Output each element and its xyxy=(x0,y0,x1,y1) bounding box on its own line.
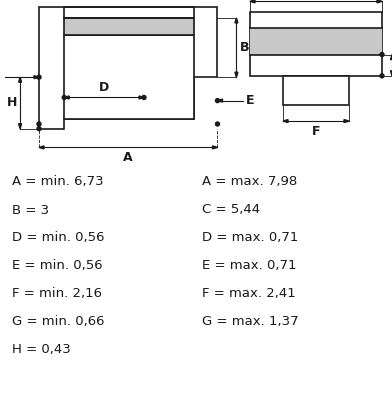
Polygon shape xyxy=(235,72,238,77)
Text: F: F xyxy=(312,125,320,138)
Polygon shape xyxy=(250,0,255,3)
Polygon shape xyxy=(18,77,22,82)
Text: A: A xyxy=(123,151,133,164)
Circle shape xyxy=(37,122,41,126)
Polygon shape xyxy=(39,7,218,129)
Text: H = 0,43: H = 0,43 xyxy=(12,344,71,356)
Text: E = min. 0,56: E = min. 0,56 xyxy=(12,260,103,272)
Text: B: B xyxy=(240,41,249,54)
Circle shape xyxy=(380,74,384,78)
Bar xyxy=(250,28,382,54)
Circle shape xyxy=(142,96,146,100)
Text: H: H xyxy=(7,96,17,110)
Polygon shape xyxy=(390,71,392,76)
Bar xyxy=(283,76,349,105)
Polygon shape xyxy=(212,146,218,149)
Text: F = min. 2,16: F = min. 2,16 xyxy=(12,288,102,300)
Polygon shape xyxy=(283,120,288,122)
Polygon shape xyxy=(64,35,194,119)
Text: E = max. 0,71: E = max. 0,71 xyxy=(202,260,296,272)
Text: D = max. 0,71: D = max. 0,71 xyxy=(202,232,298,244)
Polygon shape xyxy=(344,120,349,122)
Text: E: E xyxy=(246,94,254,107)
Text: A = min. 6,73: A = min. 6,73 xyxy=(12,176,103,188)
Circle shape xyxy=(37,127,41,131)
Polygon shape xyxy=(235,18,238,23)
Polygon shape xyxy=(139,96,144,99)
Polygon shape xyxy=(390,54,392,60)
Polygon shape xyxy=(34,76,39,79)
Circle shape xyxy=(37,75,41,79)
Text: B = 3: B = 3 xyxy=(12,204,49,216)
Bar xyxy=(250,12,382,76)
Polygon shape xyxy=(18,124,22,129)
Polygon shape xyxy=(218,99,223,102)
Text: F = max. 2,41: F = max. 2,41 xyxy=(202,288,296,300)
Circle shape xyxy=(216,122,220,126)
Text: G = min. 0,66: G = min. 0,66 xyxy=(12,316,105,328)
Polygon shape xyxy=(377,0,382,3)
Text: C = 5,44: C = 5,44 xyxy=(202,204,260,216)
Polygon shape xyxy=(39,146,44,149)
Text: A = max. 7,98: A = max. 7,98 xyxy=(202,176,297,188)
Circle shape xyxy=(216,99,220,103)
Circle shape xyxy=(62,96,66,100)
Text: D = min. 0,56: D = min. 0,56 xyxy=(12,232,105,244)
Text: D: D xyxy=(99,82,109,94)
Polygon shape xyxy=(64,96,69,99)
Circle shape xyxy=(380,52,384,56)
Text: G = max. 1,37: G = max. 1,37 xyxy=(202,316,299,328)
Polygon shape xyxy=(64,18,194,35)
